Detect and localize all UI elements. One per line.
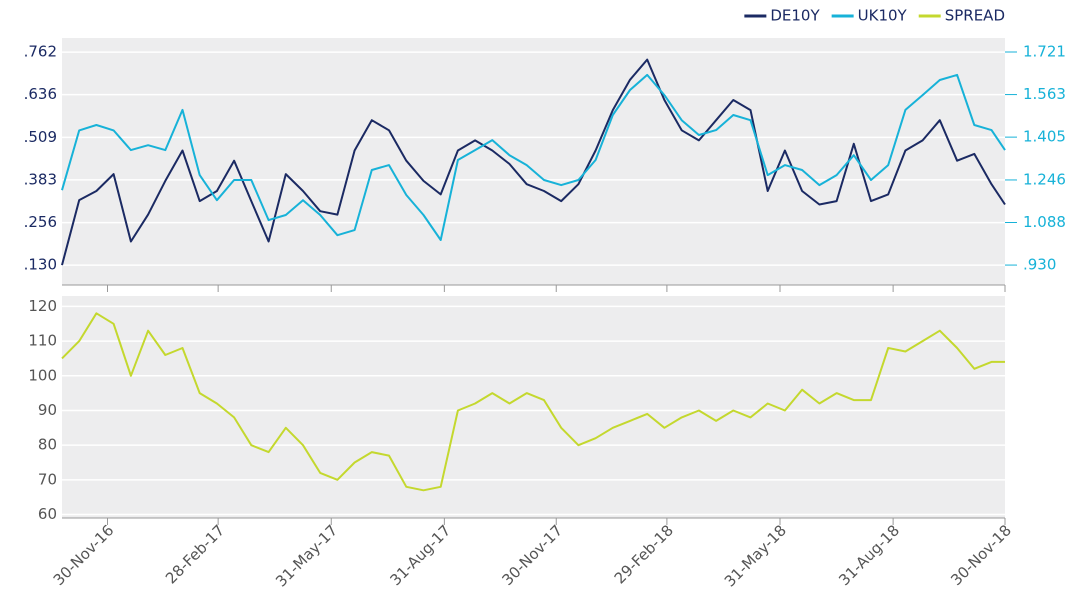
y-tick-label: 80 (38, 436, 57, 454)
y-tick-label: .509 (24, 128, 57, 146)
x-tick-label: 31-May-17 (272, 521, 341, 590)
legend-label: SPREAD (945, 7, 1005, 25)
x-tick-label: 30-Nov-16 (50, 521, 118, 589)
y2-tick-label: 1.088 (1023, 213, 1066, 231)
y-tick-label: .383 (24, 170, 57, 188)
y-tick-label: .762 (24, 43, 57, 61)
y-tick-label: 90 (38, 401, 57, 419)
y2-tick-label: .930 (1023, 256, 1056, 274)
y2-tick-label: 1.405 (1023, 128, 1066, 146)
x-tick-label: 31-May-18 (721, 521, 790, 590)
series-line (61, 312, 1005, 492)
y-tick-label: 60 (38, 505, 57, 523)
series-line (61, 58, 1006, 266)
y-tick-label: .130 (24, 256, 57, 274)
x-tick-label: 31-Aug-18 (835, 521, 903, 589)
y-tick-label: 120 (28, 297, 57, 315)
series-line (61, 73, 1006, 241)
x-tick-label: 30-Nov-18 (947, 521, 1015, 589)
y2-tick-label: 1.246 (1023, 170, 1066, 188)
y-tick-label: 70 (38, 470, 57, 488)
y-tick-label: 100 (28, 366, 57, 384)
legend-label: UK10Y (858, 7, 908, 25)
bottom-panel (62, 296, 1005, 518)
y2-tick-label: 1.721 (1023, 43, 1066, 61)
x-tick-label: 31-Aug-17 (387, 521, 455, 589)
top-panel (62, 38, 1005, 285)
y-tick-label: 110 (28, 332, 57, 350)
x-tick-label: 30-Nov-17 (498, 521, 566, 589)
y-tick-label: .256 (24, 213, 57, 231)
x-tick-label: 29-Feb-18 (611, 521, 677, 587)
y2-tick-label: 1.563 (1023, 85, 1066, 103)
legend-label: DE10Y (770, 7, 820, 25)
y-tick-label: .636 (24, 85, 57, 103)
x-tick-label: 28-Feb-17 (162, 521, 228, 587)
